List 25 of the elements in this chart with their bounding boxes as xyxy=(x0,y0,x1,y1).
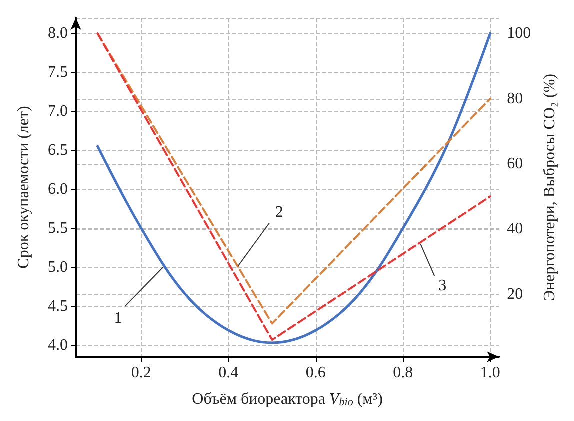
annotation: 1 xyxy=(114,310,122,327)
x-axis-title: Объём биореактора Vbio (м³) xyxy=(192,391,383,408)
y2-tick-label: 40 xyxy=(507,220,524,238)
x-tick-label: 0.8 xyxy=(393,364,414,382)
y-tick-label: 7.5 xyxy=(48,64,68,82)
annotation: 2 xyxy=(275,204,284,221)
x-tick-label: 0.4 xyxy=(218,364,239,382)
y-tick-label: 5.5 xyxy=(48,220,68,237)
y-tick-label: 4.0 xyxy=(48,336,68,354)
annotation: 3 xyxy=(438,278,447,294)
y2-tick-label: 20 xyxy=(507,286,524,303)
y-tick-label: 6.0 xyxy=(48,180,68,198)
y-axis-title: Срок окупаемости (лет) xyxy=(16,106,32,269)
y2-axis-title: Энергопотери, Выбросы CO₂ (%) xyxy=(542,74,558,301)
x-tick-label: 1.0 xyxy=(480,364,500,382)
x-tick-label: 0.6 xyxy=(306,364,326,382)
y-tick-label: 4.5 xyxy=(48,298,68,315)
y2-tick-label: 80 xyxy=(507,90,524,108)
y2-tick-label: 60 xyxy=(507,156,524,173)
y-tick-label: 8.0 xyxy=(48,25,68,42)
y-tick-label: 7.0 xyxy=(48,103,68,120)
x-tick-label: 0.2 xyxy=(131,364,152,382)
y2-tick-label: 100 xyxy=(507,25,532,42)
y-tick-label: 5.0 xyxy=(48,258,68,276)
y-tick-label: 6.5 xyxy=(48,142,68,159)
